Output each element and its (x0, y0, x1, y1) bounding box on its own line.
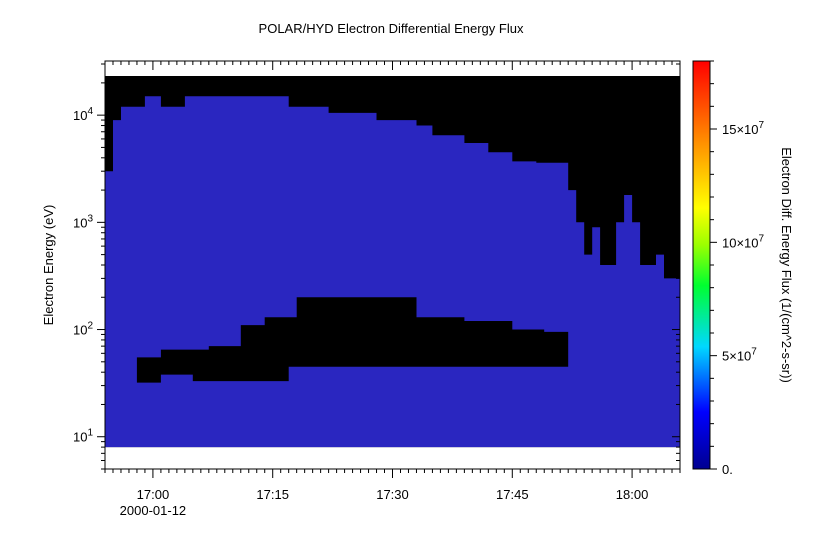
colorbar-tick-label: 0. (722, 462, 733, 477)
x-axis: 17:00 17:15 17:30 17:45 18:00 (104, 61, 681, 502)
flux-gap-region (136, 297, 569, 383)
colorbar-tick-label: 10×107 (722, 233, 765, 250)
y-tick-label: 104 (73, 106, 93, 123)
colorbar-axis: 0. 5×107 10×107 15×107 (710, 60, 765, 477)
y-tick-label: 103 (73, 213, 93, 230)
y-axis: 101 102 103 104 (73, 63, 680, 470)
y-axis-label: Electron Energy (eV) (41, 205, 56, 326)
x-date-label: 2000-01-12 (120, 503, 187, 518)
x-tick-label: 17:30 (376, 487, 409, 502)
y-tick-label: 102 (73, 321, 93, 338)
x-tick-label: 17:15 (256, 487, 289, 502)
colorbar (692, 60, 711, 470)
colorbar-tick-label: 5×107 (722, 347, 757, 364)
x-tick-label: 17:45 (496, 487, 529, 502)
colorbar-tick-label: 15×107 (722, 120, 765, 137)
plot-area (105, 76, 680, 448)
y-tick-label: 101 (73, 428, 93, 445)
colorbar-label: Electron Diff. Energy Flux (1/(cm^2-s-sr… (779, 147, 794, 383)
x-tick-label: 18:00 (616, 487, 649, 502)
x-tick-label: 17:00 (137, 487, 170, 502)
chart-title: POLAR/HYD Electron Differential Energy F… (259, 21, 524, 36)
